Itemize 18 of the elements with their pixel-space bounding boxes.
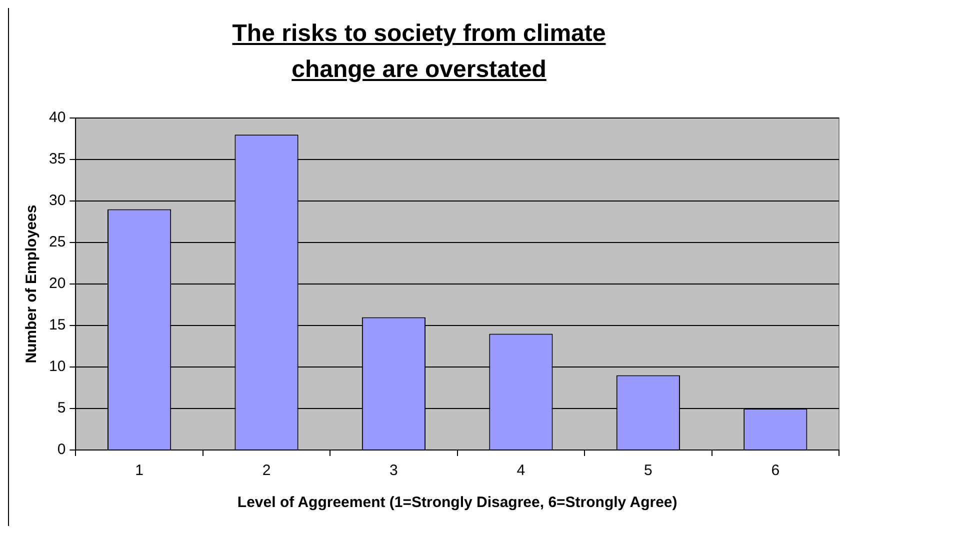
y-tick-label: 40 bbox=[48, 109, 66, 126]
x-tick-label: 6 bbox=[771, 462, 780, 480]
x-tick-label: 1 bbox=[135, 462, 144, 480]
y-tick-label: 30 bbox=[48, 192, 66, 210]
y-tick-label: 25 bbox=[48, 234, 66, 251]
y-axis-title: Number of Employees bbox=[23, 204, 40, 364]
y-tick-label: 0 bbox=[57, 441, 66, 458]
x-tick-label: 3 bbox=[390, 462, 398, 480]
y-tick-label: 15 bbox=[48, 316, 66, 334]
x-axis-title: Level of Aggreement (1=Strongly Disagree, 6=Strongly Agree) bbox=[237, 494, 678, 512]
y-tick-label: 35 bbox=[48, 150, 66, 168]
y-tick-label: 10 bbox=[48, 358, 66, 376]
x-tick-label: 2 bbox=[262, 462, 271, 480]
x-tick-label: 4 bbox=[516, 462, 526, 480]
chart-title: The risks to society from climate change are overstated bbox=[231, 19, 607, 85]
y-tick-label: 5 bbox=[57, 400, 66, 417]
y-tick-label: 20 bbox=[48, 275, 66, 292]
x-tick-label: 5 bbox=[644, 462, 652, 480]
